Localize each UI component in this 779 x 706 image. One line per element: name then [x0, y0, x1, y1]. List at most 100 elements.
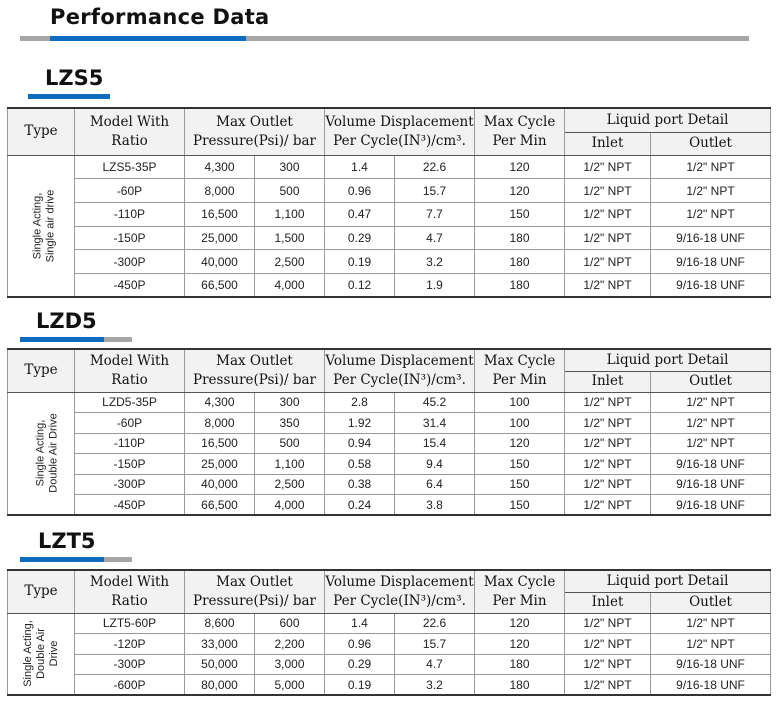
cell-model: LZS5-35P — [74, 154, 185, 180]
cell-volume-cm3: 6.4 — [394, 473, 476, 495]
title-rule-accent — [50, 36, 246, 41]
cell-outlet: 1/2" NPT — [650, 612, 772, 634]
cell-pressure-bar: 1,500 — [253, 225, 326, 251]
cell-pressure-psi: 4,300 — [184, 391, 255, 413]
cell-inlet: 1/2" NPT — [564, 391, 652, 413]
cell-volume-in3: 2.8 — [324, 391, 396, 413]
header-model: Model With Ratio — [74, 107, 185, 156]
cell-max-cycle: 120 — [474, 432, 566, 454]
cell-max-cycle: 120 — [474, 612, 566, 634]
cell-volume-in3: 1.4 — [324, 612, 396, 634]
type-label: Single Acting, Single air drive — [31, 189, 57, 263]
cell-model: -300P — [74, 473, 185, 495]
cell-pressure-psi: 25,000 — [184, 225, 255, 251]
cell-inlet: 1/2" NPT — [564, 272, 652, 298]
header-volume: Volume Displacement Per Cycle(IN³)/cm³. — [324, 348, 476, 393]
cell-model: -120P — [74, 633, 185, 655]
cell-pressure-bar: 300 — [253, 154, 326, 180]
cell-pressure-bar: 300 — [253, 391, 326, 413]
cell-inlet: 1/2" NPT — [564, 432, 652, 454]
header-liquid-port: Liquid port Detail — [564, 107, 772, 133]
table-row: -450P 66,500 4,000 0.12 1.9 180 1/2" NPT 9/16-1… — [8, 272, 772, 298]
cell-max-cycle: 180 — [474, 272, 566, 298]
cell-pressure-bar: 4,000 — [253, 494, 326, 516]
cell-outlet: 9/16-18 UNF — [650, 653, 772, 675]
header-liquid-port: Liquid port Detail — [564, 569, 772, 593]
cell-pressure-bar: 5,000 — [253, 674, 326, 696]
cell-pressure-psi: 50,000 — [184, 653, 255, 675]
cell-max-cycle: 180 — [474, 653, 566, 675]
cell-max-cycle: 120 — [474, 633, 566, 655]
cell-pressure-bar: 4,000 — [253, 272, 326, 298]
cell-outlet: 9/16-18 UNF — [650, 494, 772, 516]
header-outlet: Outlet — [650, 591, 772, 614]
header-pressure: Max Outlet Pressure(Psi)/ bar — [183, 569, 326, 614]
cell-pressure-psi: 16,500 — [184, 201, 255, 227]
section-bar-lzs5 — [28, 94, 110, 99]
cell-pressure-bar: 1,100 — [253, 201, 326, 227]
cell-inlet: 1/2" NPT — [564, 201, 652, 227]
cell-outlet: 9/16-18 UNF — [650, 225, 772, 251]
cell-inlet: 1/2" NPT — [564, 178, 652, 203]
cell-pressure-psi: 40,000 — [184, 473, 255, 495]
cell-volume-cm3: 22.6 — [394, 154, 476, 180]
table-row: -150P 25,000 1,500 0.29 4.7 180 1/2" NPT 9/16-1… — [8, 225, 772, 251]
cell-pressure-bar: 500 — [253, 178, 326, 203]
cell-inlet: 1/2" NPT — [564, 612, 652, 634]
type-cell: Single Acting, Single air drive — [7, 154, 75, 298]
table-row: -110P 16,500 500 0.94 15.4 120 1/2" NPT 1/2" NP… — [8, 432, 772, 454]
cell-pressure-psi: 33,000 — [184, 633, 255, 655]
cell-model: -450P — [74, 494, 185, 516]
cell-volume-cm3: 15.7 — [394, 633, 476, 655]
cell-model: -60P — [74, 178, 185, 203]
cell-volume-cm3: 7.7 — [394, 201, 476, 227]
cell-outlet: 9/16-18 UNF — [650, 272, 772, 298]
cell-max-cycle: 150 — [474, 201, 566, 227]
cell-volume-in3: 0.58 — [324, 453, 396, 475]
table-lzd5: Type Model With Ratio Max Outlet Pressure(… — [7, 348, 772, 516]
section-title-lzd5: LZD5 — [36, 309, 97, 333]
cell-max-cycle: 180 — [474, 225, 566, 251]
cell-volume-cm3: 45.2 — [394, 391, 476, 413]
cell-model: -600P — [74, 674, 185, 696]
cell-model: -110P — [74, 432, 185, 454]
header-pressure: Max Outlet Pressure(Psi)/ bar — [183, 348, 326, 393]
header-cycle: Max Cycle Per Min — [474, 348, 566, 393]
cell-pressure-bar: 1,100 — [253, 453, 326, 475]
table-row: Single Acting, Double Air Drive LZD5-35P 4,… — [7, 391, 772, 516]
cell-volume-in3: 0.29 — [324, 225, 396, 251]
cell-pressure-psi: 80,000 — [184, 674, 255, 696]
cell-volume-in3: 0.19 — [324, 674, 396, 696]
page-title: Performance Data — [50, 5, 270, 29]
cell-volume-cm3: 15.4 — [394, 432, 476, 454]
cell-outlet: 1/2" NPT — [650, 178, 772, 203]
cell-volume-in3: 1.92 — [324, 412, 396, 434]
cell-volume-in3: 0.96 — [324, 178, 396, 203]
cell-max-cycle: 180 — [474, 674, 566, 696]
cell-inlet: 1/2" NPT — [564, 249, 652, 274]
cell-pressure-bar: 2,500 — [253, 249, 326, 274]
section-title-lzt5: LZT5 — [38, 529, 96, 553]
cell-max-cycle: 120 — [474, 154, 566, 180]
table-row: Single Acting, Single air drive LZS5-35P 4,… — [7, 154, 772, 298]
cell-pressure-psi: 66,500 — [184, 272, 255, 298]
section-bar-gray-lzd5 — [104, 337, 132, 342]
cell-max-cycle: 180 — [474, 249, 566, 274]
cell-outlet: 9/16-18 UNF — [650, 249, 772, 274]
header-type: Type — [7, 107, 75, 156]
cell-volume-cm3: 15.7 — [394, 178, 476, 203]
cell-volume-in3: 0.12 — [324, 272, 396, 298]
cell-pressure-psi: 8,600 — [184, 612, 255, 634]
cell-volume-cm3: 22.6 — [394, 612, 476, 634]
cell-volume-in3: 0.47 — [324, 201, 396, 227]
cell-model: -150P — [74, 453, 185, 475]
header-outlet: Outlet — [650, 370, 772, 393]
header-inlet: Inlet — [564, 370, 652, 393]
title-rule — [20, 36, 749, 41]
cell-volume-cm3: 3.2 — [394, 674, 476, 696]
cell-model: LZT5-60P — [74, 612, 185, 634]
header-model: Model With Ratio — [74, 569, 185, 614]
table-lzs5: Type Model With Ratio Max Outlet Pressure(… — [7, 107, 772, 299]
table-row: -450P 66,500 4,000 0.24 3.8 150 1/2" NPT 9/16-1… — [8, 494, 772, 516]
cell-pressure-bar: 3,000 — [253, 653, 326, 675]
